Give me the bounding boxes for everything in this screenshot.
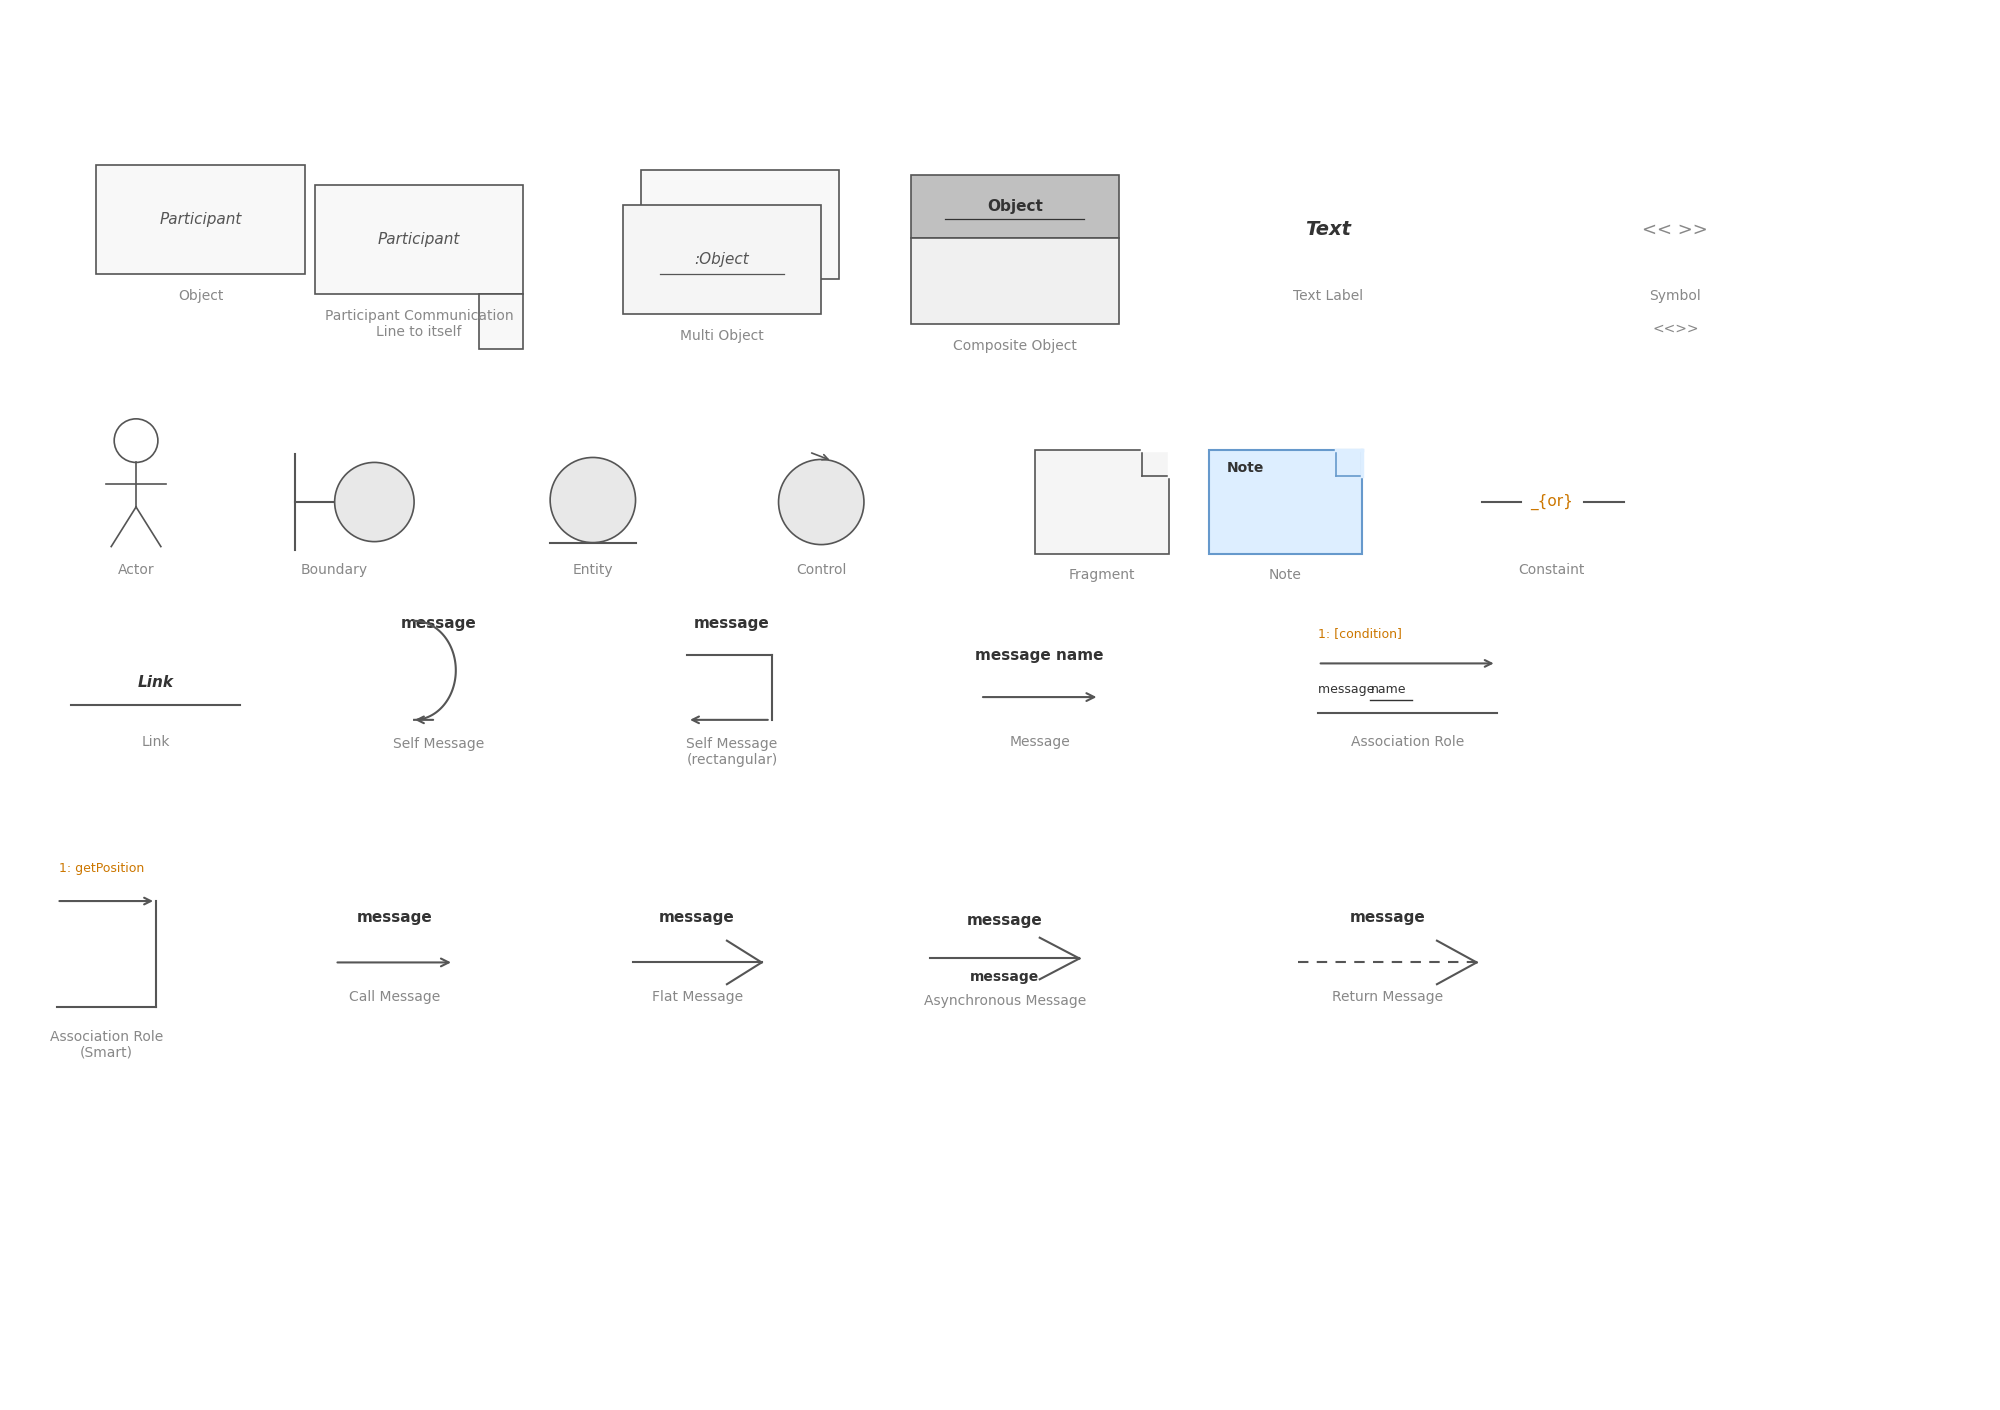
- Text: Return Message: Return Message: [1332, 990, 1442, 1004]
- Text: message name: message name: [976, 649, 1104, 663]
- Text: 1: [condition]: 1: [condition]: [1318, 627, 1402, 640]
- FancyBboxPatch shape: [640, 171, 840, 279]
- Text: Text: Text: [1304, 220, 1350, 240]
- Text: Participant: Participant: [378, 233, 460, 247]
- FancyBboxPatch shape: [96, 165, 304, 275]
- Text: Fragment: Fragment: [1068, 568, 1136, 582]
- Text: <<>>: <<>>: [1652, 321, 1698, 336]
- Text: Message: Message: [1010, 735, 1070, 749]
- Text: Text Label: Text Label: [1292, 289, 1362, 303]
- Text: message: message: [968, 914, 1042, 928]
- FancyBboxPatch shape: [314, 185, 524, 295]
- FancyBboxPatch shape: [910, 238, 1120, 324]
- Text: Entity: Entity: [572, 564, 614, 578]
- Text: Constaint: Constaint: [1518, 564, 1584, 578]
- Text: Actor: Actor: [118, 564, 154, 578]
- Text: Note: Note: [1226, 461, 1264, 475]
- FancyBboxPatch shape: [478, 295, 524, 348]
- Text: Composite Object: Composite Object: [952, 338, 1076, 352]
- Circle shape: [550, 457, 636, 543]
- Text: Link: Link: [142, 735, 170, 749]
- Text: Association Role: Association Role: [1350, 735, 1464, 749]
- Text: Multi Object: Multi Object: [680, 329, 764, 343]
- Text: Object: Object: [986, 199, 1042, 214]
- Text: message: message: [402, 616, 476, 632]
- Circle shape: [778, 460, 864, 544]
- Text: Association Role
(Smart): Association Role (Smart): [50, 1029, 162, 1060]
- Text: name: name: [1370, 682, 1406, 695]
- Text: Symbol: Symbol: [1650, 289, 1702, 303]
- Text: Link: Link: [138, 675, 174, 689]
- Text: Note: Note: [1270, 568, 1302, 582]
- Text: message: message: [356, 911, 432, 925]
- Text: Self Message
(rectangular): Self Message (rectangular): [686, 736, 778, 767]
- Text: message: message: [970, 970, 1040, 984]
- Text: 1: getPosition: 1: getPosition: [58, 862, 144, 874]
- Text: Participant: Participant: [160, 213, 242, 227]
- FancyBboxPatch shape: [910, 175, 1120, 238]
- Text: message: message: [1350, 911, 1426, 925]
- Circle shape: [114, 419, 158, 462]
- Text: Asynchronous Message: Asynchronous Message: [924, 994, 1086, 1008]
- FancyBboxPatch shape: [622, 204, 822, 314]
- Text: _{or}: _{or}: [1530, 493, 1572, 510]
- Circle shape: [334, 462, 414, 541]
- Text: Object: Object: [178, 289, 224, 303]
- Text: Flat Message: Flat Message: [652, 990, 742, 1004]
- Text: Participant Communication
Line to itself: Participant Communication Line to itself: [324, 309, 514, 340]
- Text: << >>: << >>: [1642, 221, 1708, 238]
- Text: message: message: [660, 911, 734, 925]
- Text: :Object: :Object: [694, 252, 750, 266]
- Text: Control: Control: [796, 564, 846, 578]
- FancyBboxPatch shape: [1034, 450, 1168, 554]
- FancyBboxPatch shape: [1208, 450, 1362, 554]
- Text: Call Message: Call Message: [348, 990, 440, 1004]
- Text: Boundary: Boundary: [302, 564, 368, 578]
- Text: Self Message: Self Message: [394, 736, 484, 750]
- Text: message: message: [1318, 682, 1378, 695]
- Text: message: message: [694, 616, 770, 632]
